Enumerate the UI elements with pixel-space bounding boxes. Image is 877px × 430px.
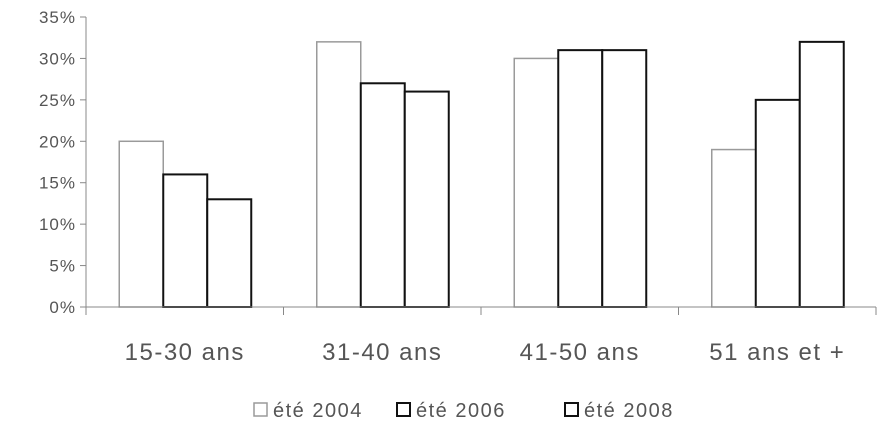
y-tick-label: 30%: [39, 49, 76, 68]
legend-swatch: [253, 402, 268, 417]
legend-swatch: [396, 402, 411, 417]
x-axis: 15-30 ans 31-40 ans 41-50 ans 51 ans et +: [85, 306, 877, 366]
bar-2-4: [754, 98, 801, 308]
legend: été 2004 été 2006 été 2008: [253, 400, 674, 422]
legend-label: été 2008: [584, 400, 674, 422]
y-tick-label: 25%: [39, 91, 76, 110]
x-category-label: 31-40 ans: [322, 339, 442, 366]
bar-2-3: [557, 49, 604, 309]
bar-3-3: [601, 49, 648, 309]
y-tick-label: 20%: [39, 132, 76, 151]
bar-2-2: [359, 82, 406, 308]
y-tick-label: 0%: [49, 298, 76, 317]
y-axis: 0% 5% 10% 15% 20% 25% 30% 35%: [39, 8, 87, 317]
bar-1-3: [513, 57, 559, 308]
y-tick-label: 5%: [49, 257, 76, 276]
bars: [118, 40, 845, 309]
bar-3-2: [403, 90, 450, 308]
y-tick-label: 10%: [39, 215, 76, 234]
bar-3-4: [798, 40, 845, 308]
legend-swatch: [564, 402, 579, 417]
bar-3-1: [206, 198, 253, 309]
bar-1-4: [711, 148, 757, 308]
x-category-label: 15-30 ans: [125, 339, 245, 366]
x-category-label: 41-50 ans: [520, 339, 640, 366]
y-tick-label: 35%: [39, 8, 76, 27]
x-category-label: 51 ans et +: [709, 339, 845, 366]
bar-1-1: [118, 140, 164, 308]
bar-1-2: [316, 41, 362, 308]
y-tick-label: 15%: [39, 174, 76, 193]
legend-label: été 2006: [416, 400, 506, 422]
bar-2-1: [162, 173, 209, 308]
legend-label: été 2004: [273, 400, 363, 422]
